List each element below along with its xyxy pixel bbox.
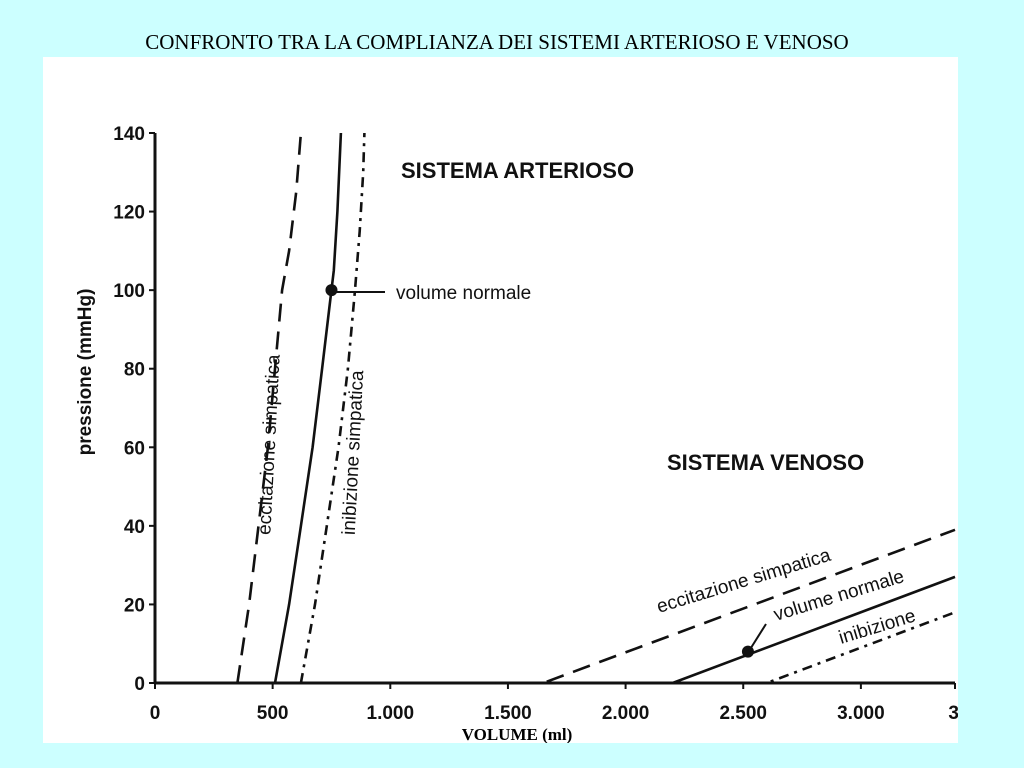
- tick-group: 0 20 40 60 80 100 120 140 0 500 1.000 1.500 2.000 2.5…: [113, 124, 958, 724]
- x-tick-label: 0: [150, 703, 161, 724]
- data-point-volume-normale: [325, 284, 338, 297]
- y-tick-label: 20: [124, 595, 145, 616]
- x-tick-label: 2.500: [719, 703, 767, 724]
- y-tick-label: 100: [113, 281, 145, 302]
- y-tick-label: 40: [124, 517, 145, 538]
- annotation-inibizione-arterioso: inibizione simpatica: [339, 369, 369, 535]
- series-line-arterioso-eccitazione-simpatica: [236, 132, 303, 684]
- annotation-volume-normale-arterioso: volume normale: [396, 283, 531, 304]
- series-line-arterioso-inibizione-simpatica: [299, 132, 366, 684]
- label-sistema-arterioso: SISTEMA ARTERIOSO: [401, 158, 634, 183]
- x-tick-label: 3.000: [837, 703, 885, 724]
- x-tick-label: 1.000: [367, 703, 415, 724]
- y-tick-label: 80: [124, 360, 145, 381]
- slide-title: CONFRONTO TRA LA COMPLIANZA DEI SISTEMI …: [145, 30, 849, 54]
- x-axis-title: VOLUME (ml): [462, 725, 573, 743]
- series-line-venoso-inibizione: [155, 611, 956, 685]
- chart-panel: 0 20 40 60 80 100 120 140 0 500 1.000 1.500 2.000 2.5…: [43, 57, 958, 743]
- y-axis-title: pressione (mmHg): [75, 289, 96, 456]
- compliance-chart: 0 20 40 60 80 100 120 140 0 500 1.000 1.500 2.000 2.5…: [75, 124, 958, 743]
- series-group: [155, 132, 956, 685]
- y-tick-label: 140: [113, 124, 145, 145]
- series-line-arterioso-volume-normale: [273, 132, 343, 684]
- y-tick-label: 120: [113, 203, 145, 224]
- x-tick-label: 3: [948, 703, 958, 724]
- x-tick-label: 1.500: [484, 703, 532, 724]
- label-sistema-venoso: SISTEMA VENOSO: [667, 450, 864, 475]
- x-tick-label: 500: [257, 703, 289, 724]
- y-tick-label: 60: [124, 438, 145, 459]
- annotation-eccitazione-arterioso: eccitazione simpatica: [254, 354, 284, 536]
- y-tick-label: 0: [134, 674, 145, 695]
- annotation-leader-venous: [748, 623, 767, 652]
- x-tick-label: 2.000: [602, 703, 650, 724]
